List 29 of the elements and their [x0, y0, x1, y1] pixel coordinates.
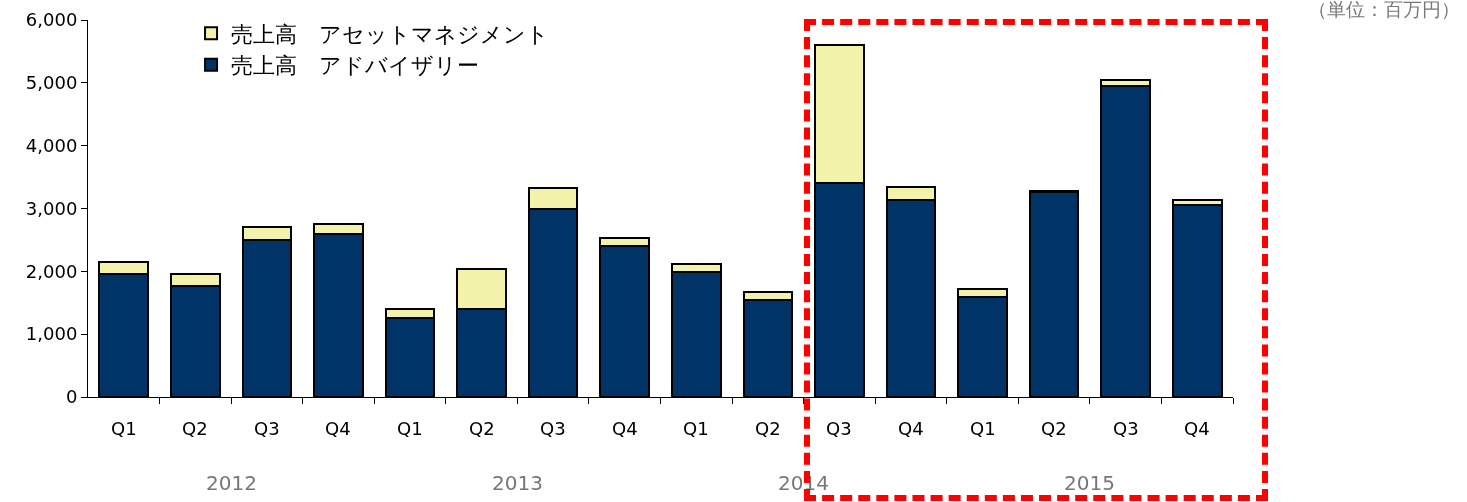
y-tick-label: 2,000 — [25, 260, 78, 282]
x-tick-label: Q1 — [970, 418, 996, 439]
x-tick-label: Q1 — [683, 418, 709, 439]
text: 2012 — [206, 471, 257, 495]
text: 2013 — [492, 471, 543, 495]
y-tick-label: 4,000 — [25, 134, 78, 156]
legend-label: 売上高 アセットマネジメント — [231, 21, 550, 47]
text: （単位：百万円） — [1308, 0, 1460, 20]
x-tick-label: Q4 — [898, 418, 924, 439]
x-tick-label: Q2 — [1041, 418, 1067, 439]
x-tick-label: Q4 — [612, 418, 638, 439]
legend-label: 売上高 アドバイザリー — [231, 53, 480, 79]
x-tick-label: Q4 — [1184, 418, 1210, 439]
y-tick-label: 3,000 — [25, 197, 78, 219]
x-tick-label: Q3 — [254, 418, 280, 439]
x-tick-label: Q2 — [182, 418, 208, 439]
x-tick-label: Q3 — [1113, 418, 1139, 439]
x-tick-label: Q2 — [755, 418, 781, 439]
x-tick-label: Q1 — [397, 418, 423, 439]
x-tick-label: Q1 — [111, 418, 137, 439]
text: 2015 — [1064, 471, 1115, 495]
y-tick-label: 1,000 — [25, 323, 78, 345]
y-tick-label: 5,000 — [25, 72, 78, 94]
x-tick-label: Q3 — [540, 418, 566, 439]
x-tick-label: Q2 — [469, 418, 495, 439]
x-tick-label: Q3 — [826, 418, 852, 439]
y-tick-label: 6,000 — [25, 9, 78, 31]
x-tick-label: Q4 — [325, 418, 351, 439]
y-tick-label: 0 — [65, 386, 78, 408]
